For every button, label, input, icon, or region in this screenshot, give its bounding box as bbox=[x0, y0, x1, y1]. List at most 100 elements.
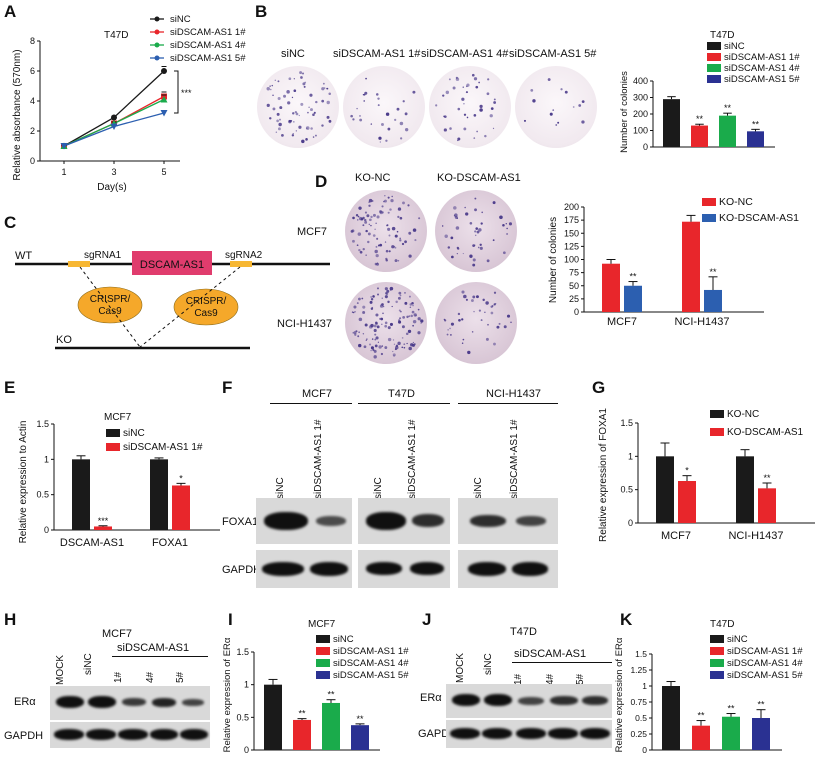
significance-bracket bbox=[174, 70, 179, 114]
colony-spot bbox=[417, 317, 421, 321]
colony-spot bbox=[390, 198, 394, 203]
colony-spot bbox=[399, 216, 403, 220]
colony-spot bbox=[492, 127, 495, 130]
bar bbox=[656, 456, 674, 523]
colony-spot bbox=[444, 319, 447, 322]
colony-spot bbox=[358, 297, 361, 301]
colony-spot bbox=[307, 111, 309, 114]
colony-spot bbox=[272, 94, 274, 96]
colony-spot bbox=[412, 341, 414, 344]
y-tick-label: 0 bbox=[643, 142, 648, 152]
colony-spot bbox=[352, 216, 355, 220]
colony-spot bbox=[293, 78, 295, 80]
colony-spot bbox=[287, 101, 291, 105]
colony-spot bbox=[444, 234, 448, 238]
colony-spot bbox=[356, 302, 359, 305]
cas9-2-line1: CRISPR/ bbox=[186, 296, 227, 307]
colony-spot bbox=[371, 338, 374, 340]
colony-spot bbox=[366, 338, 368, 340]
colony-spot bbox=[398, 319, 401, 322]
colony-spot bbox=[374, 249, 378, 254]
legend-label: siDSCAM-AS1 5# bbox=[170, 53, 246, 64]
chart-a: 0 2 4 6 8 1 3 5 *** siNC siDSCAM-AS1 1# siDSCAM-AS1… bbox=[12, 14, 246, 193]
colony-spot bbox=[368, 325, 373, 329]
colony-spot bbox=[465, 212, 469, 216]
colony-spot bbox=[370, 346, 374, 350]
colony-spot bbox=[484, 311, 486, 314]
y-tick-label: 400 bbox=[633, 76, 648, 86]
significance-mark: * bbox=[179, 473, 183, 483]
chart-d: 0 25 50 75 100 125 150 175 200 ** MCF7 ** NCI-H1437 N… bbox=[548, 196, 799, 328]
colony-spot bbox=[305, 126, 310, 130]
legend-swatch bbox=[702, 198, 716, 206]
colony-spot bbox=[471, 73, 475, 77]
legend-marker bbox=[154, 42, 160, 48]
y-tick-label: 200 bbox=[633, 109, 648, 119]
colony-spot bbox=[358, 343, 362, 348]
colony-spot bbox=[480, 222, 483, 225]
colony-spot bbox=[417, 331, 421, 335]
colony-spot bbox=[523, 119, 527, 122]
sgrna1-label: sgRNA1 bbox=[84, 250, 122, 261]
f-line-1 bbox=[270, 403, 352, 404]
colony-spot bbox=[549, 112, 553, 116]
colony-spot bbox=[381, 211, 384, 214]
colony-spot bbox=[450, 322, 455, 326]
colony-spot bbox=[378, 345, 382, 349]
colony-spot bbox=[399, 121, 404, 126]
colony-spot bbox=[415, 314, 417, 317]
bar bbox=[72, 459, 90, 530]
colony-spot bbox=[414, 239, 417, 242]
colony-spot bbox=[375, 93, 379, 96]
legend-label: siDSCAM-AS1 1# bbox=[727, 646, 803, 657]
colony-spot bbox=[384, 295, 388, 299]
dish-label-3: siDSCAM-AS1 4# bbox=[421, 48, 509, 60]
colony-spot bbox=[381, 205, 384, 208]
colony-spot bbox=[481, 211, 484, 214]
significance-mark: ** bbox=[629, 272, 637, 282]
colony-spot bbox=[384, 321, 388, 325]
colony-spot bbox=[405, 332, 409, 336]
x-tick-label: DSCAM-AS1 bbox=[60, 537, 124, 549]
colony-spot bbox=[394, 259, 398, 263]
legend-swatch bbox=[710, 671, 724, 679]
y-axis-label: Relative expression of FOXA1 bbox=[598, 408, 609, 542]
colony-spot bbox=[547, 78, 551, 82]
colony-spot bbox=[387, 211, 390, 214]
significance-mark: * bbox=[685, 466, 689, 476]
y-tick-label: 150 bbox=[564, 228, 579, 238]
colony-dish-nci-konc bbox=[345, 282, 427, 364]
y-tick-label: 8 bbox=[30, 36, 35, 46]
colony-spot bbox=[387, 326, 391, 330]
chart-a-xlabel: Day(s) bbox=[97, 182, 126, 193]
colony-spot bbox=[510, 321, 512, 324]
d-row-label-1: MCF7 bbox=[297, 226, 327, 238]
colony-spot bbox=[313, 111, 316, 114]
colony-spot bbox=[359, 118, 363, 122]
colony-spot bbox=[321, 99, 325, 103]
y-tick-label: 75 bbox=[569, 268, 579, 278]
colony-spot bbox=[323, 87, 326, 89]
colony-spot bbox=[395, 344, 399, 347]
colony-spot bbox=[475, 295, 479, 299]
colony-spot bbox=[403, 343, 406, 346]
y-tick-label: 50 bbox=[569, 281, 579, 291]
colony-spot bbox=[394, 246, 397, 249]
deletion-dash-left bbox=[79, 266, 141, 348]
colony-spot bbox=[288, 119, 292, 123]
colony-spot bbox=[478, 81, 480, 84]
colony-spot bbox=[467, 350, 471, 355]
colony-spot bbox=[295, 130, 297, 132]
legend-label: siDSCAM-AS1 5# bbox=[724, 74, 800, 85]
colony-spot bbox=[498, 322, 501, 325]
colony-dish-si5 bbox=[515, 66, 597, 148]
colony-spot bbox=[359, 250, 363, 254]
colony-spot bbox=[478, 309, 482, 312]
x-tick-label: MCF7 bbox=[607, 316, 637, 328]
colony-spot bbox=[387, 127, 391, 131]
legend-label: KO-NC bbox=[727, 409, 759, 420]
colony-spot bbox=[578, 104, 582, 107]
legend-swatch bbox=[707, 75, 721, 83]
colony-spot bbox=[385, 112, 390, 116]
colony-spot bbox=[395, 345, 399, 350]
